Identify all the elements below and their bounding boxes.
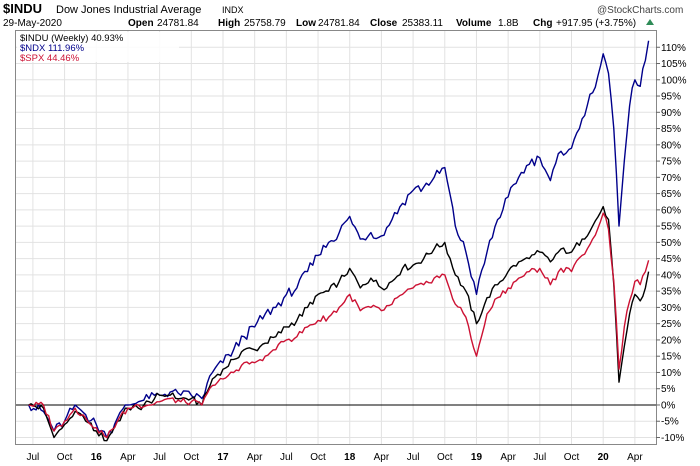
legend-entry-ndx: $NDX 111.96% — [20, 43, 85, 54]
y-tick-label: 75% — [661, 157, 681, 168]
y-tick-label: 45% — [661, 254, 681, 265]
x-tick-label: Apr — [120, 452, 136, 463]
y-tick-label: 105% — [661, 59, 687, 70]
legend-entry-indu: $INDU (Weekly) 40.93% — [20, 33, 124, 44]
low-label: Low — [296, 18, 316, 29]
y-tick-label: 40% — [661, 270, 681, 281]
legend: $INDU (Weekly) 40.93% $NDX 111.96% $SPX … — [17, 32, 179, 64]
x-tick-label: Oct — [564, 452, 580, 463]
chart-date: 29-May-2020 — [3, 18, 62, 29]
legend-entry-spx: $SPX 44.46% — [20, 53, 80, 64]
high-label: High — [218, 18, 240, 29]
x-tick-label: Apr — [374, 452, 390, 463]
grid-vertical — [32, 31, 636, 444]
plot-area — [15, 30, 657, 445]
close-value: 25383.11 — [402, 18, 443, 29]
y-tick-label: 60% — [661, 205, 681, 216]
y-tick-label: 20% — [661, 335, 681, 346]
chart-symbol: $INDU — [3, 1, 42, 16]
x-tick-label: Jul — [26, 452, 39, 463]
high-value: 25758.79 — [244, 18, 286, 29]
x-tick-label: Apr — [627, 452, 643, 463]
chart-exchange: INDX — [222, 5, 244, 15]
y-tick-label: 90% — [661, 108, 681, 119]
watermark: @StockCharts.com — [597, 5, 683, 16]
low-value: 24781.84 — [318, 18, 360, 29]
volume-label: Volume — [456, 18, 492, 29]
x-tick-label: Oct — [310, 452, 326, 463]
x-tick-label: Apr — [247, 452, 263, 463]
y-tick-label: 65% — [661, 189, 681, 200]
y-tick-label: 30% — [661, 303, 681, 314]
series-line-ndx — [28, 40, 650, 439]
y-tick-label: 50% — [661, 238, 681, 249]
x-tick-label: 19 — [471, 452, 483, 463]
y-tick-label: 110% — [661, 43, 686, 54]
x-tick-label: 18 — [344, 452, 356, 463]
x-tick-label: 16 — [91, 452, 103, 463]
x-tick-label: Apr — [500, 452, 516, 463]
series-line-indu — [28, 205, 650, 442]
x-tick-label: Jul — [407, 452, 420, 463]
x-tick-label: Jul — [153, 452, 166, 463]
chart-name: Dow Jones Industrial Average — [56, 4, 201, 16]
y-tick-label: 15% — [661, 352, 681, 363]
x-tick-label: 17 — [217, 452, 229, 463]
y-tick-label: 85% — [661, 124, 681, 135]
up-arrow-icon — [646, 19, 654, 25]
y-tick-label: 80% — [661, 140, 681, 151]
y-tick-label: 55% — [661, 222, 681, 233]
legend-box — [17, 32, 179, 62]
close-label: Close — [370, 18, 398, 29]
volume-value: 1.8B — [498, 18, 519, 29]
x-tick-label: Jul — [533, 452, 546, 463]
x-tick-label: 20 — [598, 452, 610, 463]
chg-label: Chg — [533, 18, 552, 29]
y-axis: -10% -5% 0% 5% 10% 15% 20% 25% 30% 35% 40% 45% 50% 55… — [656, 43, 687, 444]
y-tick-label: 5% — [661, 384, 676, 395]
x-tick-label: Oct — [437, 452, 453, 463]
series-layer — [28, 40, 650, 442]
chg-value: +917.95 (+3.75%) — [556, 18, 636, 29]
y-tick-label: 25% — [661, 319, 681, 330]
y-tick-label: 0% — [661, 400, 676, 411]
x-tick-label: Oct — [184, 452, 200, 463]
y-tick-label: -5% — [661, 417, 679, 428]
y-tick-label: -10% — [661, 433, 684, 444]
y-tick-label: 95% — [661, 92, 681, 103]
x-axis: Jul Oct 16 Apr Jul Oct 17 Apr Jul Oct 18 Apr Jul Oct 1… — [26, 452, 643, 463]
x-tick-label: Jul — [280, 452, 293, 463]
grid-horizontal — [16, 46, 656, 438]
series-line-spx — [28, 212, 650, 439]
open-value: 24781.84 — [157, 18, 199, 29]
y-tick-label: 35% — [661, 287, 681, 298]
open-label: Open — [128, 18, 154, 29]
x-tick-label: Oct — [57, 452, 73, 463]
y-tick-label: 70% — [661, 173, 681, 184]
y-tick-label: 100% — [661, 75, 687, 86]
y-tick-label: 10% — [661, 368, 681, 379]
